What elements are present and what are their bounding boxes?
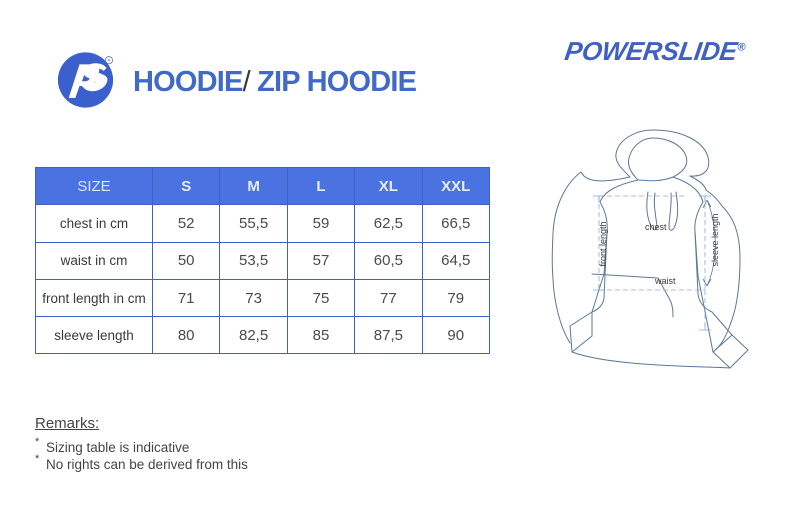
svg-text:sleeve length: sleeve length: [710, 213, 720, 266]
svg-text:chest: chest: [645, 222, 667, 232]
svg-text:R: R: [107, 58, 110, 63]
svg-text:front length: front length: [598, 221, 608, 266]
svg-text:waist: waist: [654, 276, 676, 286]
